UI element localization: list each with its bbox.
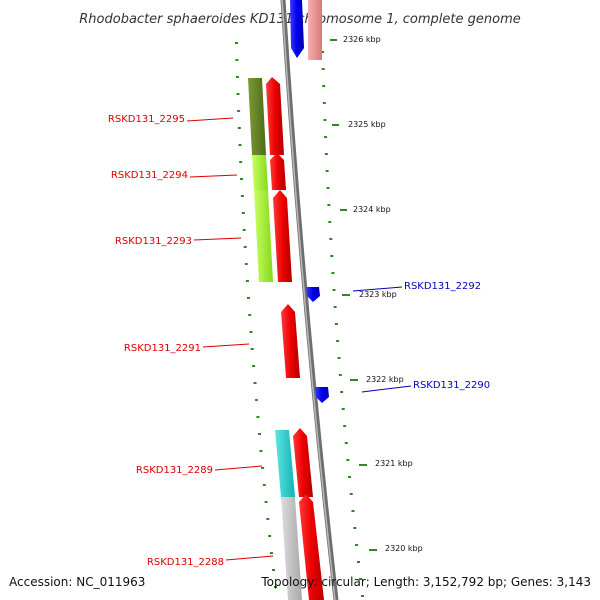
gene-rskd131-2292[interactable] [306, 287, 320, 302]
inner-tick-marks [235, 42, 277, 588]
gene-label-rskd131-2294[interactable]: RSKD131_2294 [111, 170, 188, 181]
accession-text: Accession: NC_011963 [9, 575, 145, 589]
scale-label-2320: 2320 kbp [385, 544, 423, 553]
gene-label-rskd131-2288[interactable]: RSKD131_2288 [147, 557, 224, 568]
scale-label-2324: 2324 kbp [353, 205, 391, 214]
gene-label-rskd131-2292[interactable]: RSKD131_2292 [404, 281, 481, 292]
gene-label-rskd131-2289[interactable]: RSKD131_2289 [136, 465, 213, 476]
gene-rskd131-2288[interactable] [299, 494, 324, 600]
gene-rskd131-2289[interactable] [293, 428, 313, 497]
gene-label-rskd131-2295[interactable]: RSKD131_2295 [108, 114, 185, 125]
gene-rskd131-2293[interactable] [273, 190, 292, 282]
chromosome-backbone [280, 0, 339, 600]
gene-label-rskd131-2290[interactable]: RSKD131_2290 [413, 380, 490, 391]
cog-bar-rskd131-2295 [248, 78, 266, 155]
scale-labels: 2326 kbp 2325 kbp 2324 kbp 2323 kbp 2322… [330, 35, 423, 553]
cog-bar-rskd131-2294 [252, 155, 268, 190]
scale-label-2321: 2321 kbp [375, 459, 413, 468]
cog-bar-rskd131-2293 [254, 190, 273, 282]
partial-gene-pink[interactable] [308, 0, 322, 60]
gene-rskd131-2294[interactable] [270, 153, 286, 190]
cog-bar-rskd131-2289 [275, 430, 295, 497]
outer-tick-marks [321, 51, 364, 597]
scale-label-2322: 2322 kbp [366, 375, 404, 384]
cog-bar-rskd131-2288 [281, 497, 302, 600]
gene-rskd131-2295[interactable] [266, 77, 284, 155]
gene-rskd131-2290[interactable] [315, 387, 329, 403]
gene-label-rskd131-2291[interactable]: RSKD131_2291 [124, 343, 201, 354]
scale-label-2325: 2325 kbp [348, 120, 386, 129]
gene-label-group: RSKD131_2295 RSKD131_2294 RSKD131_2293 R… [108, 114, 490, 568]
scale-label-2326: 2326 kbp [343, 35, 381, 44]
gene-label-rskd131-2293[interactable]: RSKD131_2293 [115, 236, 192, 247]
gene-rskd131-2291[interactable] [281, 304, 300, 378]
genome-summary-text: Topology: circular; Length: 3,152,792 bp… [260, 575, 591, 589]
partial-gene-blue[interactable] [290, 0, 304, 58]
scale-label-2323: 2323 kbp [359, 290, 397, 299]
